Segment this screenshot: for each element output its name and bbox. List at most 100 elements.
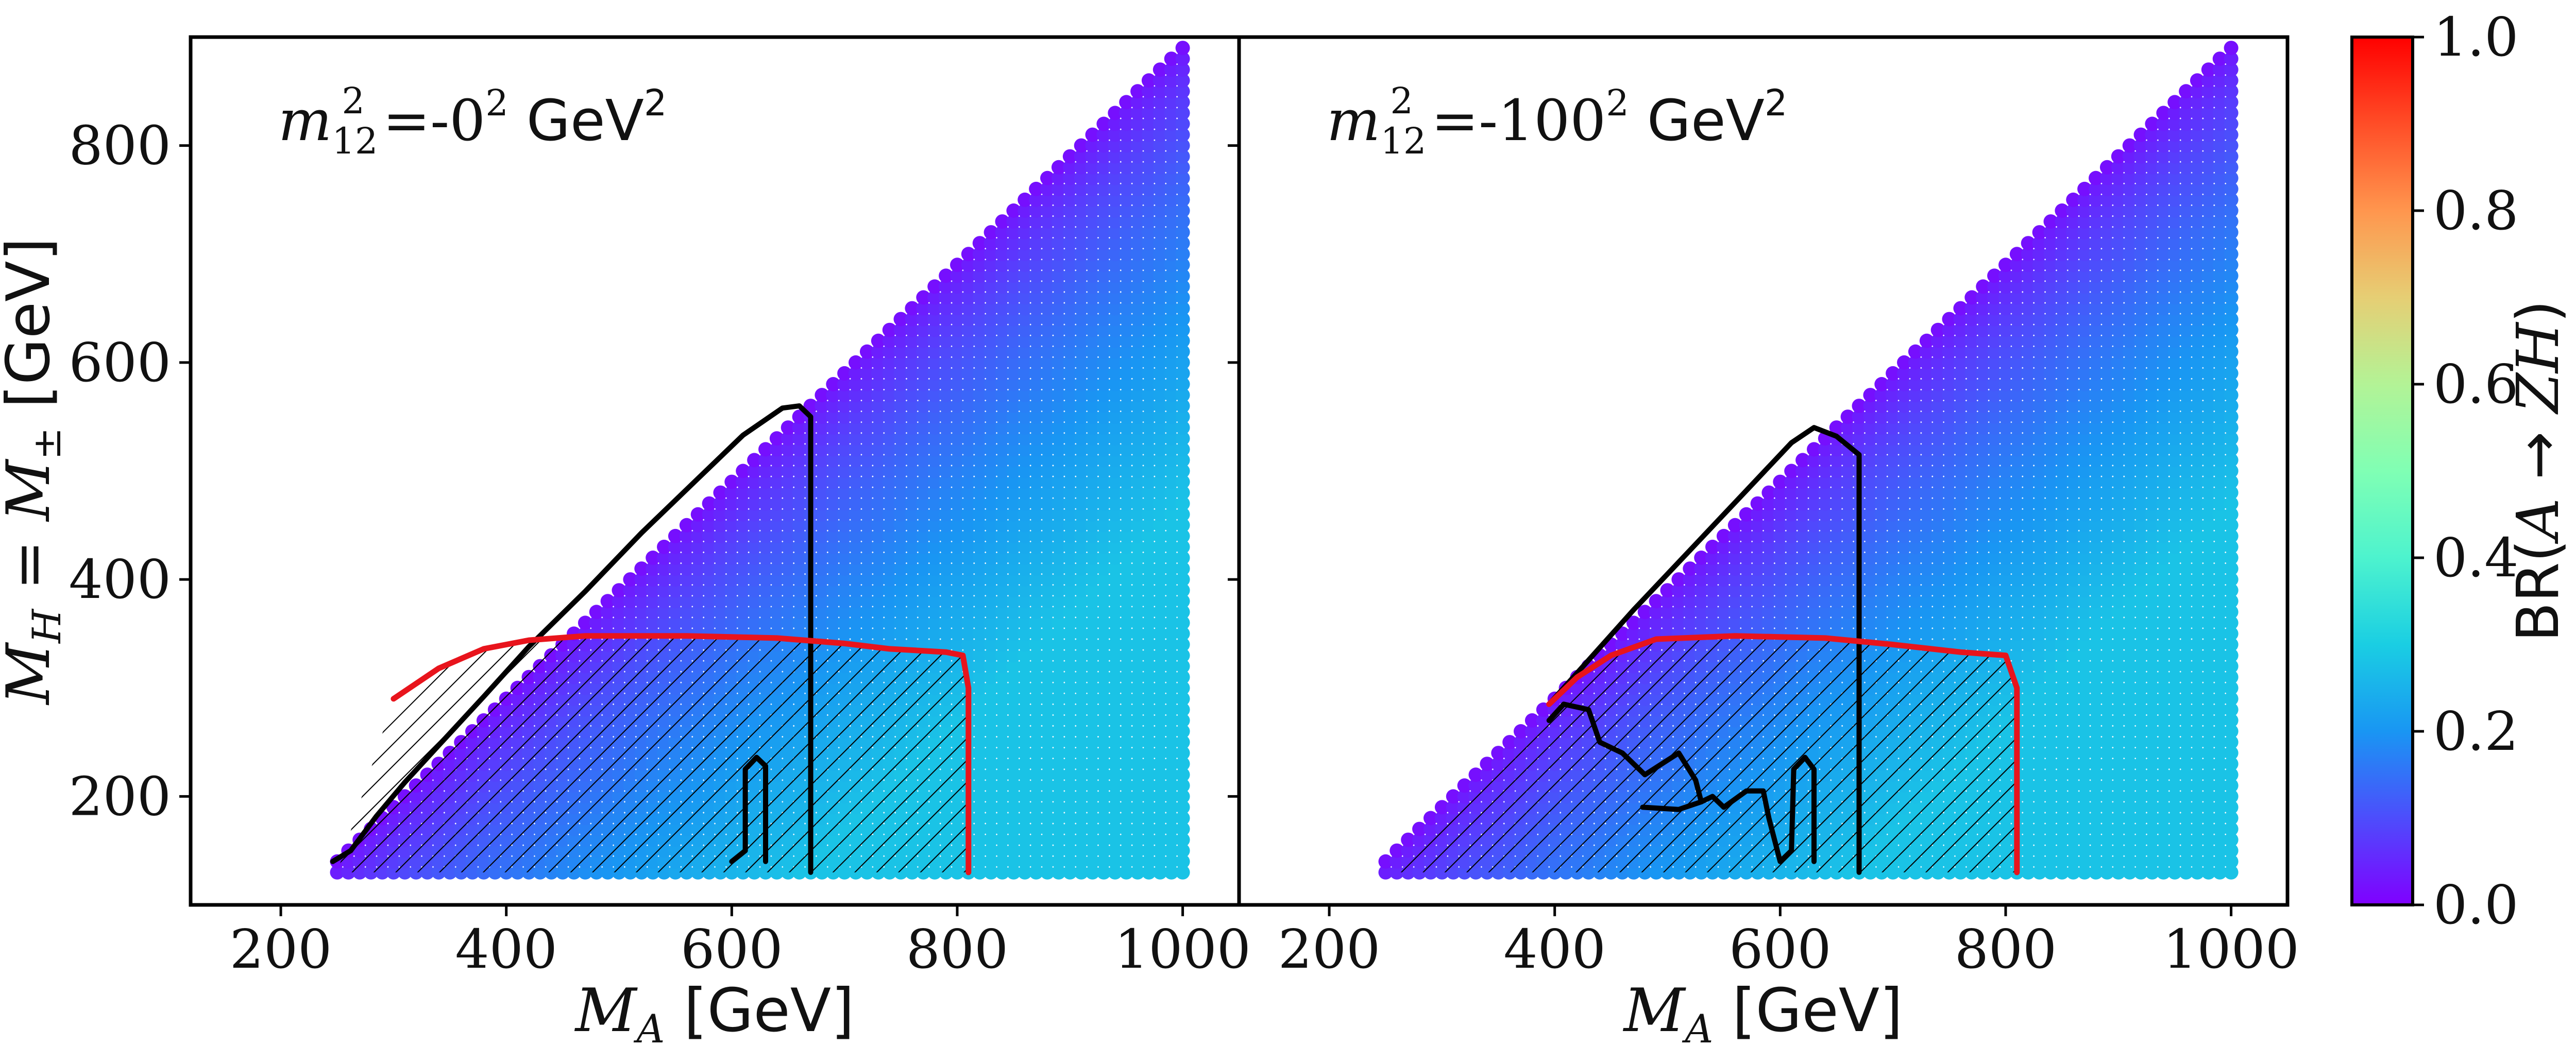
scatter-point xyxy=(1130,528,1145,543)
scatter-point xyxy=(1141,84,1156,99)
scatter-point xyxy=(1040,236,1055,251)
scatter-point xyxy=(1942,594,1957,609)
scatter-point xyxy=(1164,746,1179,761)
scatter-point xyxy=(837,409,852,424)
scatter-point xyxy=(1006,399,1021,414)
scatter-point xyxy=(893,605,908,620)
scatter-point xyxy=(612,594,626,609)
scatter-point xyxy=(1164,52,1179,66)
scatter-point xyxy=(871,453,886,468)
scatter-point xyxy=(1096,388,1111,403)
scatter-point xyxy=(1727,583,1742,598)
scatter-point xyxy=(893,355,908,370)
scatter-point xyxy=(995,572,1010,587)
scatter-point xyxy=(1886,594,1901,609)
scatter-point xyxy=(1987,507,2002,522)
scatter-point xyxy=(837,388,852,403)
scatter-point xyxy=(995,528,1010,543)
scatter-point xyxy=(1953,615,1968,630)
scatter-point xyxy=(1062,496,1077,511)
scatter-point xyxy=(1795,561,1810,576)
scatter-point xyxy=(893,420,908,435)
scatter-point xyxy=(1175,258,1190,272)
scatter-point xyxy=(2032,811,2047,826)
scatter-point xyxy=(1727,551,1742,565)
scatter-point xyxy=(2009,333,2024,348)
scatter-point xyxy=(1795,605,1810,620)
scatter-point xyxy=(2055,431,2070,446)
scatter-point xyxy=(1683,572,1698,587)
scatter-point xyxy=(972,312,987,327)
scatter-point xyxy=(1175,561,1190,576)
scatter-point xyxy=(1153,236,1167,251)
scatter-point xyxy=(1829,507,1844,522)
scatter-point xyxy=(2055,843,2070,858)
scatter-point xyxy=(1040,507,1055,522)
scatter-point xyxy=(2055,322,2070,337)
scatter-point xyxy=(1930,626,1945,641)
scatter-point xyxy=(1164,214,1179,229)
scatter-point xyxy=(1784,518,1799,533)
scatter-point xyxy=(893,442,908,457)
scatter-point xyxy=(1018,355,1032,370)
scatter-point xyxy=(984,464,998,478)
scatter-point xyxy=(758,561,773,576)
scatter-point xyxy=(1175,637,1190,652)
scatter-point xyxy=(882,464,897,478)
scatter-point xyxy=(995,713,1010,728)
scatter-point xyxy=(1908,355,1923,370)
scatter-point xyxy=(1964,409,1979,424)
scatter-point xyxy=(1716,528,1731,543)
scatter-point xyxy=(1175,507,1190,522)
scatter-point xyxy=(1074,322,1089,337)
scatter-point xyxy=(747,583,762,598)
scatter-point xyxy=(2032,865,2047,880)
scatter-point xyxy=(1119,116,1134,131)
scatter-point xyxy=(984,301,998,316)
scatter-point xyxy=(769,551,784,565)
scatter-point xyxy=(1096,258,1111,272)
scatter-point xyxy=(1074,821,1089,836)
scatter-point xyxy=(1998,322,2013,337)
scatter-point xyxy=(1029,691,1044,706)
scatter-point xyxy=(1175,746,1190,761)
scatter-point xyxy=(905,355,920,370)
scatter-point xyxy=(1040,594,1055,609)
scatter-point xyxy=(815,442,829,457)
scatter-point xyxy=(769,474,784,489)
scatter-point xyxy=(1085,312,1100,327)
scatter-point xyxy=(1029,355,1044,370)
scatter-point xyxy=(2032,854,2047,869)
scatter-point xyxy=(1062,637,1077,652)
scatter-point xyxy=(1062,290,1077,305)
scatter-point xyxy=(972,399,987,414)
scatter-point xyxy=(1040,757,1055,771)
scatter-point xyxy=(905,507,920,522)
scatter-point xyxy=(837,431,852,446)
scatter-point xyxy=(1626,626,1641,641)
scatter-point xyxy=(1108,583,1123,598)
scatter-point xyxy=(1119,258,1134,272)
scatter-point xyxy=(1153,170,1167,185)
scatter-point xyxy=(724,518,739,533)
scatter-point xyxy=(1164,127,1179,142)
scatter-point xyxy=(1096,680,1111,695)
scatter-point xyxy=(1942,377,1957,391)
scatter-point xyxy=(871,615,886,630)
scatter-point xyxy=(1998,312,2013,327)
scatter-point xyxy=(1108,485,1123,500)
scatter-point xyxy=(1919,377,1934,391)
scatter-point xyxy=(1085,691,1100,706)
scatter-point xyxy=(1040,420,1055,435)
scatter-point xyxy=(1018,333,1032,348)
scatter-point xyxy=(2032,431,2047,446)
scatter-point xyxy=(1795,583,1810,598)
scatter-point xyxy=(1085,865,1100,880)
scatter-point xyxy=(1964,464,1979,478)
scatter-point xyxy=(1029,724,1044,739)
scatter-point xyxy=(995,355,1010,370)
scatter-point xyxy=(1029,192,1044,207)
scatter-point xyxy=(1818,528,1833,543)
scatter-point xyxy=(1018,290,1032,305)
